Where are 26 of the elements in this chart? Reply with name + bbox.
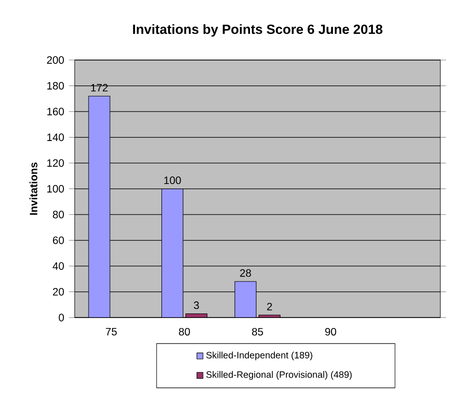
legend-label: Skilled-Independent (189) — [206, 351, 312, 360]
x-tick-label: 75 — [106, 328, 117, 336]
x-tick-label: 90 — [325, 328, 336, 336]
data-label: 3 — [194, 301, 199, 309]
bar — [234, 281, 256, 318]
chart-title: Invitations by Points Score 6 June 2018 — [133, 24, 382, 36]
data-label: 100 — [164, 176, 181, 184]
y-tick-label: 40 — [52, 262, 64, 270]
y-tick-label: 20 — [52, 288, 64, 296]
y-axis-title: Invitations — [30, 162, 38, 215]
data-label: 28 — [240, 269, 251, 277]
y-tick-label: 80 — [52, 210, 64, 218]
legend-label: Skilled-Regional (Provisional) (489) — [206, 370, 352, 380]
y-tick-label: 60 — [52, 236, 64, 244]
x-tick-label: 80 — [178, 328, 190, 336]
y-tick-label: 160 — [47, 108, 64, 116]
x-tick-label: 85 — [252, 328, 263, 336]
bar — [161, 188, 184, 318]
y-tick-label: 200 — [47, 56, 64, 64]
bar — [88, 96, 110, 318]
y-tick-label: 0 — [58, 314, 64, 322]
y-tick-label: 140 — [47, 133, 64, 141]
y-tick-label: 120 — [47, 159, 64, 167]
data-label: 2 — [267, 302, 272, 310]
y-tick-label: 100 — [47, 184, 64, 192]
y-tick-label: 180 — [47, 82, 64, 90]
